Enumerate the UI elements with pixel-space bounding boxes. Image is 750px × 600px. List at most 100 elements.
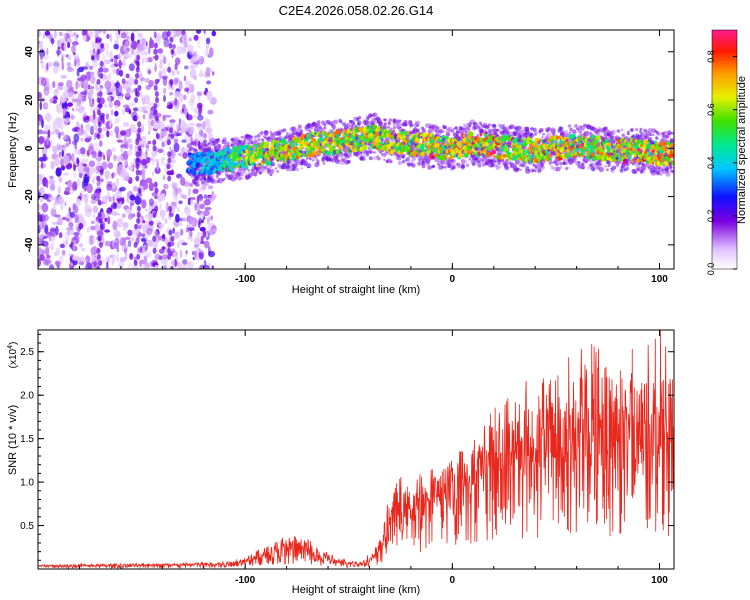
- noise-blob: [41, 104, 44, 108]
- noise-streak: [135, 175, 140, 182]
- noise-blob: [180, 193, 186, 199]
- signal-halo: [290, 133, 293, 137]
- signal-halo: [222, 137, 227, 142]
- noise-blob: [116, 177, 120, 186]
- noise-blob: [77, 105, 85, 114]
- noise-blob: [38, 136, 45, 144]
- noise-blob: [207, 109, 214, 115]
- signal-halo: [257, 137, 261, 142]
- noise-blob: [126, 150, 133, 156]
- noise-blob: [38, 76, 44, 86]
- noise-blob: [56, 49, 60, 57]
- noise-blob: [190, 199, 194, 206]
- noise-blob: [163, 94, 166, 103]
- noise-blob: [126, 138, 132, 144]
- signal-halo: [403, 153, 406, 157]
- noise-blob: [75, 98, 78, 103]
- noise-blob: [84, 173, 87, 177]
- signal-halo: [241, 177, 244, 180]
- noise-blob: [111, 172, 114, 179]
- noise-blob: [39, 60, 44, 64]
- noise-blob: [68, 54, 72, 61]
- noise-blob: [121, 213, 126, 218]
- noise-blob: [158, 223, 163, 233]
- noise-blob: [103, 154, 106, 161]
- signal-halo: [411, 163, 416, 168]
- noise-blob: [38, 258, 42, 267]
- noise-blob: [49, 175, 54, 180]
- noise-blob: [126, 35, 130, 40]
- noise-blob: [107, 216, 111, 225]
- noise-blob: [62, 91, 68, 96]
- signal-halo: [442, 130, 445, 134]
- noise-blob: [139, 50, 147, 56]
- noise-blob: [131, 229, 137, 235]
- noise-blob: [57, 217, 63, 226]
- signal-cell: [443, 155, 447, 159]
- noise-blob: [193, 106, 200, 114]
- noise-streak: [152, 145, 157, 152]
- signal-halo: [295, 167, 299, 172]
- signal-halo: [465, 130, 469, 134]
- noise-blob: [128, 165, 134, 171]
- noise-blob: [59, 131, 65, 136]
- signal-cell: [387, 140, 391, 143]
- signal-halo: [249, 138, 253, 142]
- signal-halo: [482, 159, 485, 162]
- noise-blob: [89, 74, 96, 85]
- noise-blob: [38, 179, 42, 187]
- noise-blob: [177, 206, 180, 213]
- signal-halo: [516, 167, 520, 171]
- noise-streak: [133, 241, 138, 248]
- noise-blob: [106, 209, 110, 214]
- noise-blob: [106, 130, 110, 138]
- noise-blob: [102, 30, 107, 35]
- signal-halo: [398, 157, 402, 161]
- noise-blob: [181, 108, 184, 113]
- noise-blob: [44, 30, 51, 37]
- signal-halo: [269, 130, 272, 133]
- noise-blob: [87, 71, 91, 80]
- noise-streak: [169, 103, 174, 109]
- noise-blob: [42, 240, 49, 247]
- noise-streak: [99, 241, 103, 248]
- signal-halo: [541, 136, 544, 139]
- noise-blob: [109, 117, 112, 128]
- noise-blob: [108, 101, 113, 109]
- noise-blob: [66, 227, 73, 231]
- noise-streak: [99, 66, 103, 73]
- signal-halo: [502, 124, 506, 127]
- noise-blob: [198, 217, 202, 225]
- noise-blob: [96, 181, 101, 187]
- noise-blob: [84, 88, 87, 98]
- noise-streak: [155, 97, 159, 103]
- noise-blob: [62, 216, 67, 221]
- noise-blob: [78, 172, 83, 179]
- noise-blob: [136, 192, 143, 197]
- signal-halo: [216, 138, 221, 142]
- noise-streak: [169, 78, 174, 85]
- noise-blob: [46, 62, 49, 71]
- noise-blob: [89, 167, 96, 175]
- noise-streak: [167, 253, 172, 260]
- signal-halo: [316, 123, 321, 127]
- noise-blob: [167, 83, 171, 90]
- noise-blob: [137, 247, 141, 253]
- noise-blob: [130, 126, 137, 134]
- noise-blob: [106, 261, 109, 269]
- noise-blob: [162, 67, 167, 75]
- noise-blob: [60, 74, 68, 79]
- noise-blob: [127, 213, 134, 220]
- noise-blob: [112, 182, 117, 189]
- noise-blob: [58, 232, 63, 239]
- noise-blob: [119, 155, 124, 161]
- noise-blob: [41, 202, 49, 213]
- noise-blob: [55, 88, 58, 93]
- signal-halo: [440, 160, 446, 166]
- noise-streak: [169, 36, 174, 43]
- signal-halo: [356, 154, 359, 158]
- noise-blob: [119, 186, 126, 192]
- noise-blob: [88, 115, 95, 123]
- noise-blob: [160, 238, 165, 242]
- noise-blob: [92, 60, 99, 68]
